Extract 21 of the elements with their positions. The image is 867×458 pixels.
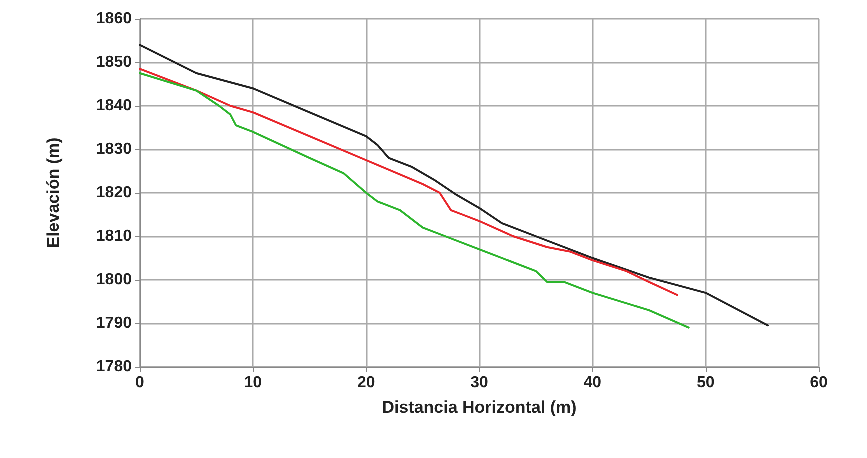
y-tick-label: 1850 bbox=[96, 54, 132, 71]
x-tick-label: 40 bbox=[584, 374, 602, 392]
x-tick-label: 10 bbox=[244, 374, 262, 392]
y-tick-label: 1830 bbox=[96, 141, 132, 158]
y-tick-label: 1820 bbox=[96, 184, 132, 202]
y-tick-label: 1840 bbox=[96, 98, 132, 114]
x-tick-label: 20 bbox=[357, 374, 376, 392]
x-axis-title: Distancia Horizontal (m) bbox=[382, 398, 577, 417]
y-tick-label: 1860 bbox=[96, 10, 132, 28]
x-tick-label: 0 bbox=[136, 374, 145, 392]
y-tick-label: 1780 bbox=[96, 358, 132, 376]
y-tick-label: 1800 bbox=[96, 272, 132, 288]
x-tick-label: 50 bbox=[696, 374, 715, 392]
line-series bbox=[139, 72, 690, 329]
x-tick-label: 30 bbox=[470, 374, 488, 392]
y-tick-label: 1790 bbox=[96, 315, 132, 332]
line-series bbox=[139, 44, 770, 327]
y-axis-title: Elevación (m) bbox=[44, 138, 63, 248]
y-tick-label: 1810 bbox=[96, 228, 132, 245]
line-series bbox=[139, 68, 679, 296]
x-tick-label: 60 bbox=[810, 374, 828, 392]
